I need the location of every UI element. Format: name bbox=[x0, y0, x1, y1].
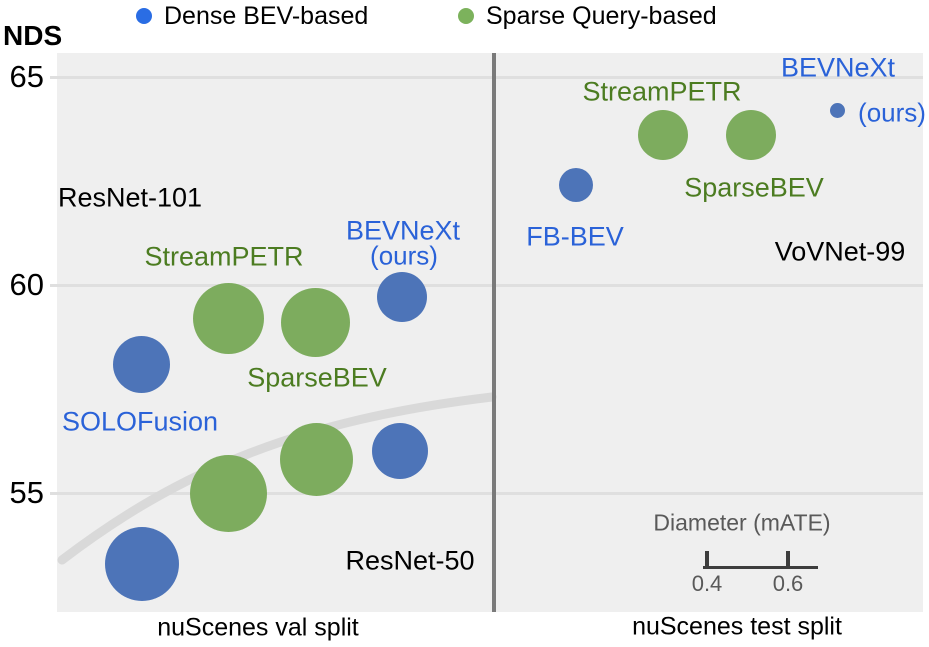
label-fb-bev: FB-BEV bbox=[526, 221, 624, 252]
test-split-caption: nuScenes test split bbox=[632, 612, 842, 641]
val-split-caption: nuScenes val split bbox=[157, 613, 359, 642]
label-streampetr: StreamPETR bbox=[144, 241, 304, 272]
size-legend-ruler-tick-06 bbox=[786, 551, 790, 569]
label-sparsebev: SparseBEV bbox=[247, 362, 387, 393]
bubble-sparsebev-val bbox=[280, 287, 350, 357]
y-tick-label-65: 65 bbox=[9, 59, 44, 94]
size-legend-tick-label-06: 0.6 bbox=[772, 571, 804, 596]
dense-legend-dot-icon bbox=[136, 8, 152, 24]
size-legend-title: Diameter (mATE) bbox=[653, 509, 831, 536]
label-bevnext: BEVNeXt bbox=[780, 52, 896, 83]
val-panel-background bbox=[57, 53, 492, 612]
test-panel-background bbox=[496, 53, 923, 612]
size-legend-ruler-line bbox=[703, 566, 818, 569]
gridline-65 bbox=[50, 75, 923, 79]
y-axis-title: NDS bbox=[3, 20, 63, 51]
size-legend-tick-label-04: 0.4 bbox=[691, 571, 723, 596]
sparse-legend-dot-icon bbox=[458, 8, 474, 24]
bubble-sparsebev-test bbox=[726, 110, 776, 161]
bubble-sparsebev-val bbox=[279, 423, 353, 497]
bubble-bevnext-ours-test bbox=[829, 102, 845, 118]
bubble-solofusion-val bbox=[112, 335, 170, 393]
label-solofusion: SOLOFusion bbox=[61, 406, 219, 437]
legend-label-sparse: Sparse Query-based bbox=[486, 1, 717, 30]
bubble-streampetr-val bbox=[192, 282, 264, 354]
bubble-streampetr-val bbox=[189, 454, 267, 532]
label-vovnet-99: VoVNet-99 bbox=[774, 236, 906, 267]
gridline-55 bbox=[50, 491, 923, 495]
label-ours: (ours) bbox=[370, 240, 438, 271]
y-tick-label-55: 55 bbox=[9, 475, 44, 510]
panel-divider bbox=[492, 53, 496, 612]
legend-item-sparse: Sparse Query-based bbox=[458, 2, 717, 30]
label-streampetr: StreamPETR bbox=[582, 76, 742, 107]
label-resnet-101: ResNet-101 bbox=[57, 182, 203, 213]
gridline-60 bbox=[50, 283, 923, 287]
y-tick-label-60: 60 bbox=[9, 267, 44, 302]
bubble-fb-bev-test bbox=[559, 168, 593, 203]
bubble-bevnext-ours-val bbox=[372, 423, 428, 480]
legend-item-dense: Dense BEV-based bbox=[136, 2, 368, 30]
label-ours: (ours) bbox=[858, 97, 926, 128]
label-bevnext: BEVNeXt bbox=[345, 215, 461, 246]
bubble-streampetr-test bbox=[638, 110, 688, 161]
legend-label-dense: Dense BEV-based bbox=[164, 1, 369, 30]
bubble-solofusion-val bbox=[105, 526, 179, 601]
label-sparsebev: SparseBEV bbox=[684, 172, 824, 203]
bubble-bevnext-ours-val bbox=[377, 272, 427, 323]
size-legend-ruler-tick-04 bbox=[705, 551, 709, 569]
label-resnet-50: ResNet-50 bbox=[345, 545, 475, 576]
